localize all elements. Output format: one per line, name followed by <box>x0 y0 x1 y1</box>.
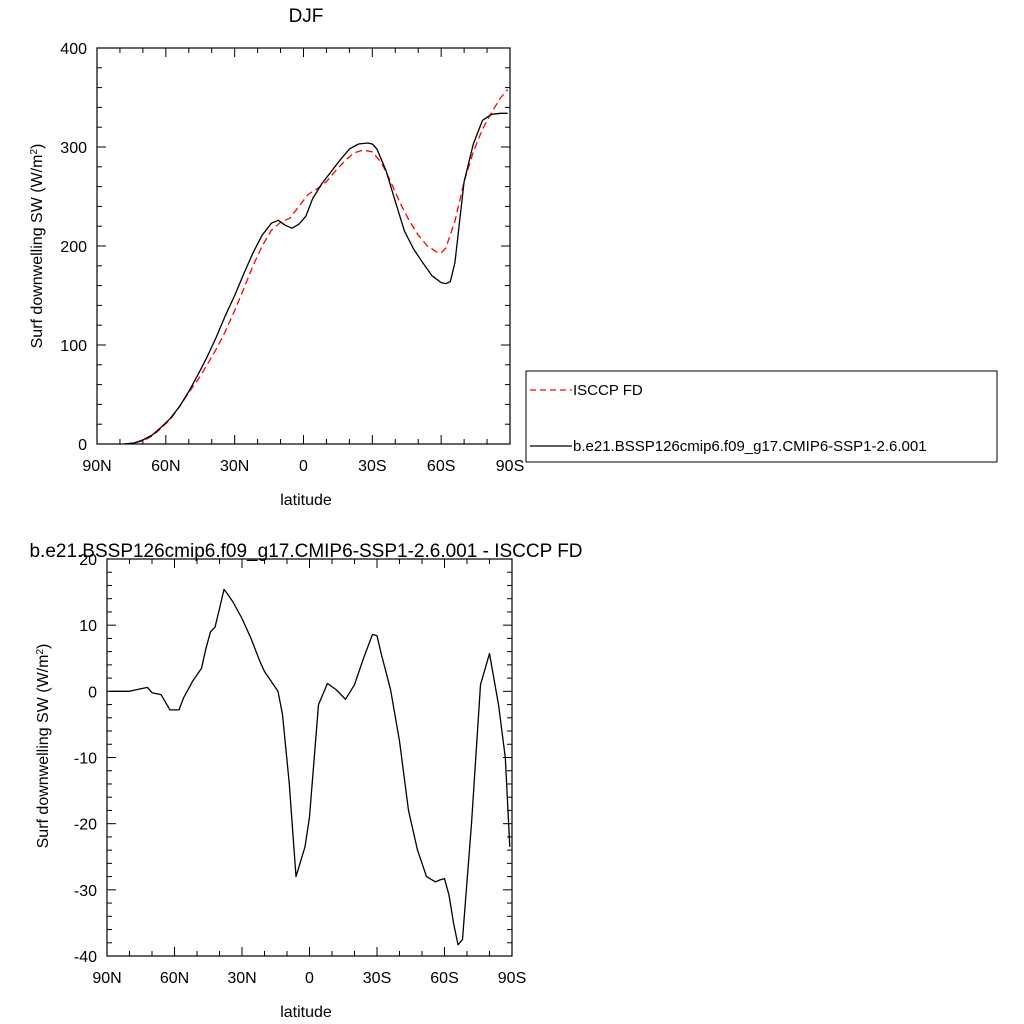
top-x-axis-label: latitude <box>280 492 332 509</box>
bottom-series-line-model <box>109 588 511 946</box>
legend: ISCCP FD b.e21.BSSP126cmip6.f09_g17.CMIP… <box>525 370 998 463</box>
top-y-tick-labels: 0 100 200 300 400 <box>60 41 87 454</box>
bottom-y-tick-label: -10 <box>74 751 97 768</box>
bottom-panel-title: b.e21.BSSP126cmip6.f09_g17.CMIP6-SSP1-2.… <box>29 541 582 562</box>
bottom-x-tick-label: 60S <box>430 970 458 987</box>
legend-box <box>525 370 998 463</box>
top-x-tick-label: 0 <box>299 458 308 475</box>
bottom-y-tick-labels: -40 -30 -20 -10 0 10 20 <box>74 552 97 966</box>
bottom-axis-ticks <box>106 558 513 957</box>
bottom-plot-frame <box>106 558 513 957</box>
bottom-y-tick-label: -40 <box>74 949 97 966</box>
top-series-line-model <box>124 112 508 445</box>
bottom-x-tick-label: 30S <box>363 970 391 987</box>
bottom-y-tick-label: 0 <box>88 684 97 701</box>
bottom-y-axis-label: Surf downwelling SW (W/m2) <box>35 644 53 849</box>
top-y-tick-label: 0 <box>78 437 87 454</box>
top-x-tick-label: 90N <box>82 458 111 475</box>
legend-entry-model: b.e21.BSSP126cmip6.f09_g17.CMIP6-SSP1-2.… <box>573 438 927 455</box>
top-panel: DJF 90N 60N 30N 0 30S 60S 90S 0 100 200 300 400 la… <box>29 6 525 509</box>
top-series-line-isccp <box>124 89 509 445</box>
top-panel-title: DJF <box>289 6 324 27</box>
bottom-y-tick-label: 10 <box>79 618 97 635</box>
bottom-x-axis-label: latitude <box>280 1004 332 1021</box>
bottom-x-tick-label: 0 <box>305 970 314 987</box>
bottom-x-tick-labels: 90N 60N 30N 0 30S 60S 90S <box>92 970 526 987</box>
top-x-tick-label: 90S <box>496 458 524 475</box>
top-y-axis-label: Surf downwelling SW (W/m2) <box>29 144 47 349</box>
top-x-tick-label: 60S <box>427 458 455 475</box>
bottom-panel: b.e21.BSSP126cmip6.f09_g17.CMIP6-SSP1-2.… <box>29 541 582 1021</box>
legend-entry-isccp: ISCCP FD <box>573 382 643 399</box>
top-x-tick-label: 60N <box>151 458 180 475</box>
bottom-x-tick-label: 90S <box>498 970 526 987</box>
top-x-tick-labels: 90N 60N 30N 0 30S 60S 90S <box>82 458 524 475</box>
top-y-tick-label: 200 <box>60 239 87 256</box>
top-series-group <box>124 89 509 445</box>
bottom-x-tick-label: 90N <box>92 970 121 987</box>
top-x-tick-label: 30N <box>220 458 249 475</box>
bottom-y-tick-label: -30 <box>74 883 97 900</box>
top-y-tick-label: 100 <box>60 338 87 355</box>
top-y-tick-label: 300 <box>60 140 87 157</box>
bottom-x-tick-label: 60N <box>160 970 189 987</box>
bottom-y-tick-label: -20 <box>74 817 97 834</box>
bottom-series-group <box>109 588 511 946</box>
bottom-x-tick-label: 30N <box>227 970 256 987</box>
top-axis-ticks <box>96 47 511 445</box>
bottom-y-tick-label: 20 <box>79 552 97 569</box>
top-x-tick-label: 30S <box>358 458 386 475</box>
top-plot-frame <box>96 47 511 445</box>
top-y-tick-label: 400 <box>60 41 87 58</box>
